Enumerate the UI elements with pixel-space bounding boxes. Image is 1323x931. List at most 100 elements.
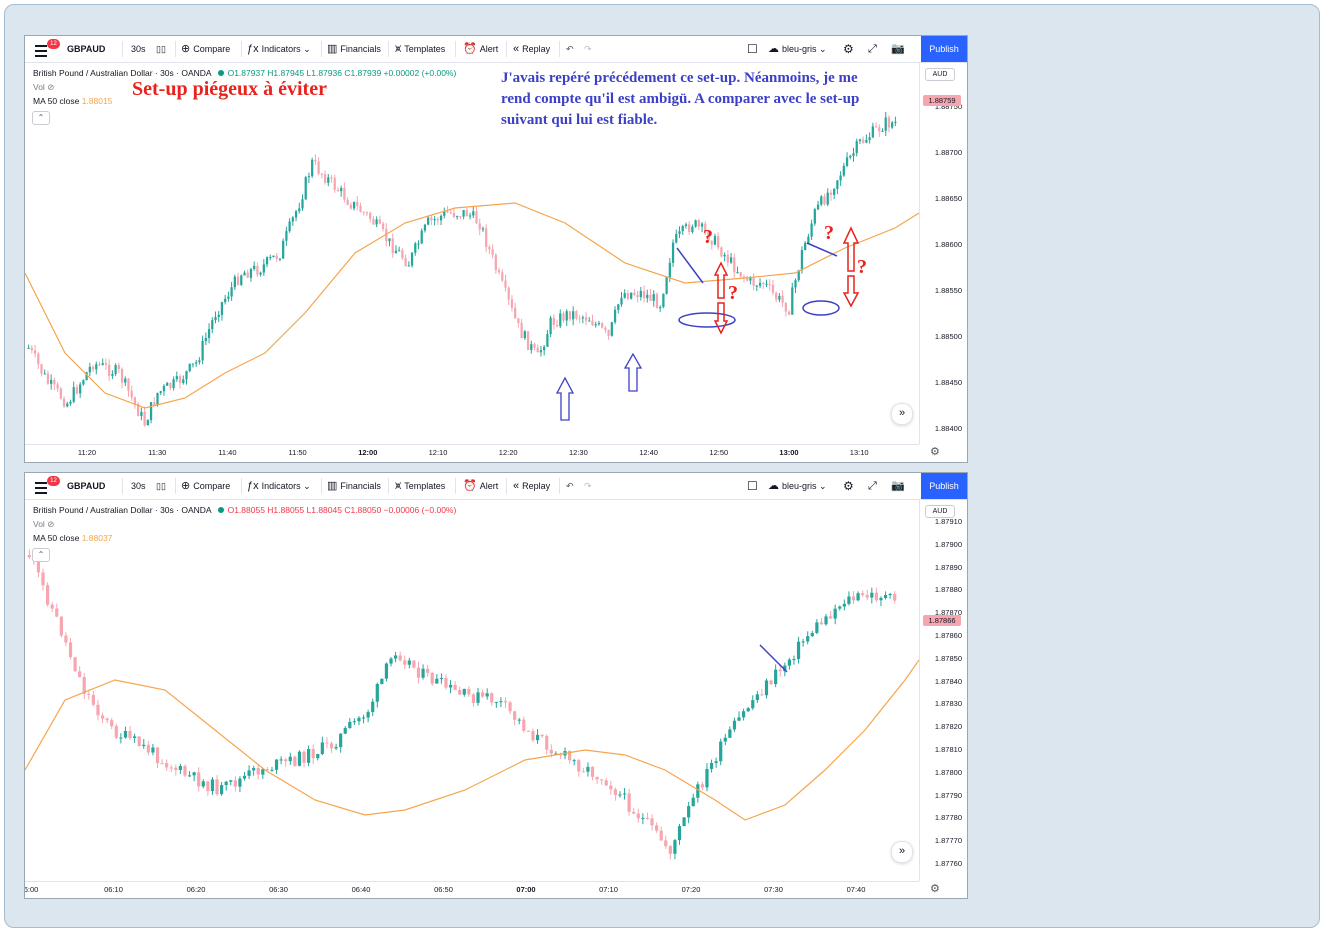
candle-body — [398, 250, 401, 252]
scroll-to-realtime-button[interactable]: » — [891, 403, 913, 425]
candle-body — [110, 720, 114, 727]
fullscreen-icon[interactable]: ⤢ — [868, 480, 877, 492]
candle-body — [665, 277, 668, 294]
menu-icon[interactable]: 12 — [31, 476, 60, 495]
chart-type-icon[interactable]: ▯▯ — [156, 44, 166, 54]
scroll-to-realtime-button[interactable]: » — [891, 841, 913, 863]
candle-body — [430, 217, 433, 221]
x-tick-label: 12:50 — [709, 448, 729, 457]
candle-body — [91, 694, 95, 705]
candle-body — [839, 175, 842, 181]
compare-button[interactable]: ⊕ Compare — [181, 480, 231, 492]
eye-off-icon: ⊘ — [47, 519, 55, 529]
camera-icon[interactable]: 📷 — [891, 480, 905, 492]
moving-average-line — [25, 202, 919, 409]
publish-button[interactable]: Publish — [921, 473, 967, 499]
layout-button[interactable]: ☁ bleu-gris ⌄ — [768, 43, 827, 55]
candle-body — [709, 762, 714, 769]
candle-body — [622, 793, 627, 795]
publish-button[interactable]: Publish — [921, 36, 967, 62]
candle-body — [510, 299, 514, 308]
candle-body — [105, 718, 109, 721]
indicators-button[interactable]: ƒx Indicators ⌄ — [247, 480, 311, 492]
price-axis[interactable]: 1.87910 1.87900 1.87890 1.87880 1.87870 1.878… — [919, 500, 967, 881]
candlestick-plot-bottom[interactable] — [25, 500, 919, 881]
y-tick-label: 1.88500 — [934, 332, 962, 341]
candle-body — [242, 775, 247, 779]
candle-body — [124, 378, 127, 383]
currency-selector[interactable]: AUD — [925, 68, 955, 81]
y-tick-label: 1.88700 — [934, 148, 962, 157]
alert-button[interactable]: ⏰ Alert — [463, 43, 499, 55]
candle-body — [404, 258, 407, 266]
candle-body — [462, 688, 466, 695]
annotation-trend-line — [759, 644, 788, 673]
candle-body — [269, 257, 272, 259]
candle-body — [388, 238, 391, 242]
menu-icon[interactable]: 12 — [31, 39, 60, 58]
candle-body — [768, 283, 771, 285]
price-axis[interactable]: 1.88750 1.88700 1.88650 1.88600 1.88550 1.885… — [919, 63, 967, 444]
replay-button[interactable]: «Replay — [513, 480, 551, 492]
candle-body — [191, 363, 195, 365]
candle-body — [765, 283, 768, 285]
axis-settings-gear-icon[interactable]: ⚙ — [930, 446, 940, 458]
candle-body — [453, 684, 457, 690]
fullscreen-toggle-icon[interactable]: ☐ — [747, 42, 758, 56]
candle-body — [307, 749, 311, 763]
compare-button[interactable]: ⊕ Compare — [181, 43, 231, 55]
annotation-ellipse — [678, 312, 736, 328]
undo-icon[interactable]: ↶ — [566, 481, 574, 491]
candle-body — [56, 384, 59, 389]
settings-gear-icon[interactable]: ⚙ — [843, 42, 854, 56]
fullscreen-icon[interactable]: ⤢ — [868, 43, 877, 55]
camera-icon[interactable]: 📷 — [891, 43, 905, 55]
settings-gear-icon[interactable]: ⚙ — [843, 479, 854, 493]
interval-button[interactable]: 30s — [131, 481, 146, 491]
redo-icon[interactable]: ↷ — [584, 481, 592, 491]
candle-body — [334, 747, 338, 749]
templates-button[interactable]: ⩙ Templates — [395, 43, 446, 55]
fullscreen-toggle-icon[interactable]: ☐ — [747, 479, 758, 493]
candle-body — [578, 318, 581, 320]
candle-body — [874, 126, 878, 128]
candle-body — [37, 353, 40, 365]
candle-body — [95, 364, 98, 370]
currency-selector[interactable]: AUD — [925, 505, 955, 518]
candle-body — [240, 275, 243, 285]
candle-body — [700, 223, 704, 227]
financials-button[interactable]: ▥ Financials — [327, 480, 381, 492]
time-axis[interactable]: 6:00 06:10 06:20 06:30 06:40 06:50 07:00 07:10 0… — [25, 881, 919, 898]
layout-button[interactable]: ☁ bleu-gris ⌄ — [768, 480, 827, 492]
chart-type-icon[interactable]: ▯▯ — [156, 481, 166, 491]
interval-button[interactable]: 30s — [131, 44, 146, 54]
time-axis[interactable]: 11:20 11:30 11:40 11:50 12:00 12:10 12:20 12:30… — [25, 444, 919, 462]
templates-button[interactable]: ⩙ Templates — [395, 480, 446, 492]
candle-body — [681, 226, 684, 232]
y-tick-label: 1.87880 — [934, 585, 962, 595]
candle-body — [783, 665, 787, 672]
candlestick-plot-top[interactable]: ???? — [25, 63, 919, 444]
axis-settings-gear-icon[interactable]: ⚙ — [930, 883, 940, 895]
undo-icon[interactable]: ↶ — [566, 44, 574, 54]
candle-body — [104, 363, 108, 365]
candle-body — [256, 265, 259, 275]
collapse-legend-button[interactable]: ⌃ — [32, 111, 50, 125]
candle-body — [613, 789, 617, 796]
financials-button[interactable]: ▥ Financials — [327, 43, 381, 55]
candle-body — [627, 793, 631, 812]
candle-body — [801, 641, 805, 643]
symbol-search[interactable]: GBPAUD — [67, 481, 106, 491]
candle-body — [316, 754, 320, 759]
indicators-button[interactable]: ƒx Indicators ⌄ — [247, 43, 311, 55]
symbol-search[interactable]: GBPAUD — [67, 44, 106, 54]
redo-icon[interactable]: ↷ — [584, 44, 592, 54]
alert-button[interactable]: ⏰ Alert — [463, 480, 499, 492]
collapse-legend-button[interactable]: ⌃ — [32, 548, 50, 562]
x-tick-label: 13:10 — [849, 448, 869, 457]
candle-body — [256, 768, 260, 775]
y-tick-label: 1.87870 — [934, 608, 962, 618]
replay-button[interactable]: «Replay — [513, 43, 551, 55]
candle-body — [813, 209, 816, 224]
candle-body — [769, 680, 773, 685]
